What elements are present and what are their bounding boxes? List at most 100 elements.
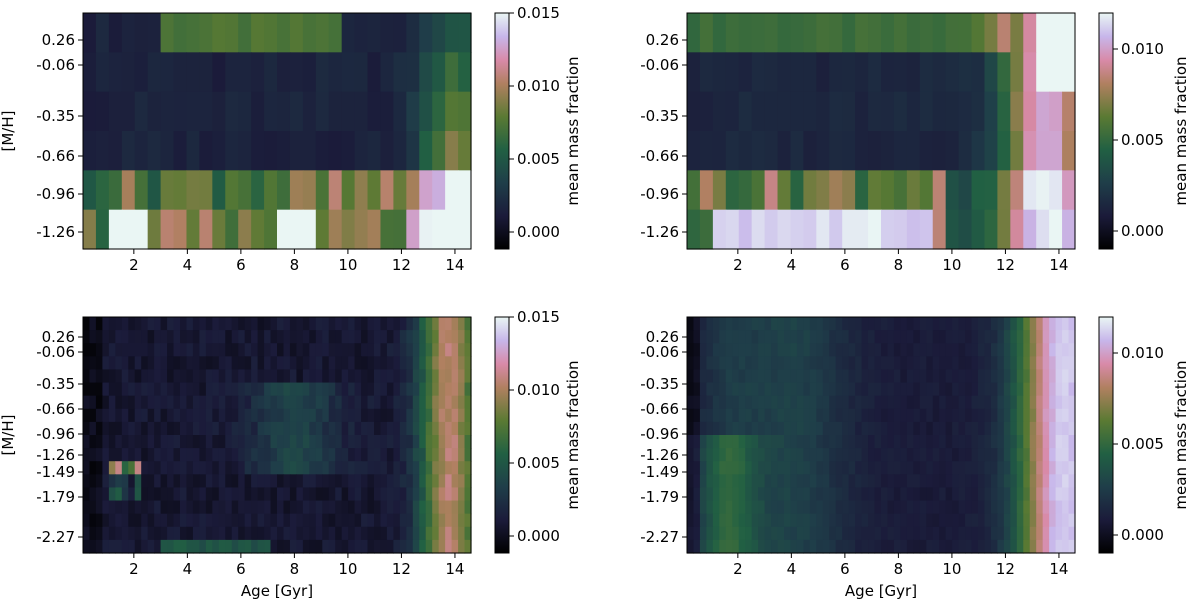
heatmap-cell (725, 343, 733, 357)
heatmap-cell (803, 435, 811, 449)
heatmap-cell (445, 408, 453, 423)
heatmap-cell (451, 421, 459, 436)
heatmap-cell (712, 526, 720, 541)
heatmap-cell (764, 343, 772, 357)
heatmap-cell (309, 421, 317, 436)
heatmap-cell (102, 461, 110, 475)
heatmap-cell (315, 369, 323, 384)
heatmap-cell (212, 500, 220, 515)
heatmap-cell (89, 408, 97, 423)
heatmap-cell (212, 526, 220, 541)
heatmap-cell (244, 356, 252, 371)
heatmap-cell (764, 13, 779, 53)
heatmap-cell (277, 52, 291, 93)
heatmap-cell (751, 91, 766, 132)
heatmap-cell (719, 500, 727, 515)
heatmap-cell (861, 421, 869, 436)
heatmap-cell (751, 421, 759, 436)
heatmap-cell (380, 356, 388, 371)
heatmap-cell (83, 170, 97, 211)
heatmap-cell (128, 395, 136, 410)
heatmap-cell (160, 513, 168, 528)
heatmap-cell (438, 513, 446, 528)
heatmap-cell (706, 356, 714, 371)
heatmap-cell (758, 435, 766, 449)
heatmap-cell (997, 487, 1005, 502)
heatmap-cell (881, 330, 889, 344)
heatmap-cell (205, 526, 213, 541)
x-axis-label: Age [Gyr] (241, 582, 313, 600)
heatmap-cell (790, 539, 798, 554)
heatmap-cell (231, 421, 239, 436)
heatmap-cell (154, 513, 162, 528)
heatmap-cell (186, 330, 194, 344)
heatmap-cell (719, 395, 727, 410)
heatmap-cell (309, 356, 317, 371)
heatmap-cell (1010, 343, 1018, 357)
heatmap-cell (699, 474, 707, 489)
heatmap-cell (693, 435, 701, 449)
x-tick-label: 2 (129, 256, 139, 274)
heatmap-cell (451, 356, 459, 371)
heatmap-cell (990, 408, 998, 423)
heatmap-cell (965, 500, 973, 515)
heatmap-cell (984, 539, 992, 554)
heatmap-cell (745, 526, 753, 541)
heatmap-cell (115, 421, 123, 436)
heatmap-cell (386, 317, 394, 331)
heatmap-cell (83, 91, 97, 132)
heatmap-cell (1036, 539, 1044, 554)
heatmap-cell (309, 382, 317, 397)
heatmap-cell (89, 435, 97, 449)
heatmap-cell (121, 330, 129, 344)
heatmap-cell (341, 330, 349, 344)
heatmap-cell (451, 330, 459, 344)
heatmap-cell (997, 539, 1005, 554)
heatmap-cell (406, 170, 420, 211)
heatmap-cell (1042, 435, 1050, 449)
heatmap-cell (154, 461, 162, 475)
heatmap-cell (1055, 408, 1063, 423)
heatmap-cell (855, 513, 863, 528)
y-tick-label: -1.26 (36, 223, 75, 241)
heatmap-cell (451, 526, 459, 541)
heatmap-cell (199, 170, 213, 211)
heatmap-cell (1049, 330, 1057, 344)
heatmap-cell (932, 52, 947, 93)
heatmap-cell (958, 408, 966, 423)
heatmap-cell (1023, 448, 1031, 462)
heatmap-cell (218, 526, 226, 541)
heatmap-cell (712, 408, 720, 423)
heatmap-cell (809, 317, 817, 331)
heatmap-cell (796, 330, 804, 344)
heatmap-cell (796, 369, 804, 384)
heatmap-cell (939, 382, 947, 397)
heatmap-cell (751, 382, 759, 397)
heatmap-cell (829, 170, 843, 211)
heatmap-cell (374, 330, 382, 344)
heatmap-cell (725, 500, 733, 515)
heatmap-cell (192, 513, 200, 528)
heatmap-cell (699, 13, 714, 53)
heatmap-cell (102, 330, 110, 344)
heatmap-cell (315, 487, 323, 502)
heatmap-cell (764, 382, 772, 397)
heatmap-cell (348, 500, 356, 515)
heatmap-cell (419, 356, 427, 371)
heatmap-cell (192, 343, 200, 357)
heatmap-cell (1042, 343, 1050, 357)
heatmap-cell (978, 356, 986, 371)
heatmap-cell (283, 513, 291, 528)
heatmap-cell (887, 356, 895, 371)
heatmap-cell (1049, 369, 1057, 384)
heatmap-cell (425, 526, 433, 541)
heatmap-cell (1023, 356, 1031, 371)
heatmap-cell (393, 435, 401, 449)
heatmap-cell (425, 317, 433, 331)
heatmap-cell (945, 395, 953, 410)
heatmap-cell (738, 474, 746, 489)
heatmap-cell (777, 487, 785, 502)
heatmap-cell (816, 513, 824, 528)
heatmap-cell (990, 356, 998, 371)
heatmap-cell (89, 448, 97, 462)
